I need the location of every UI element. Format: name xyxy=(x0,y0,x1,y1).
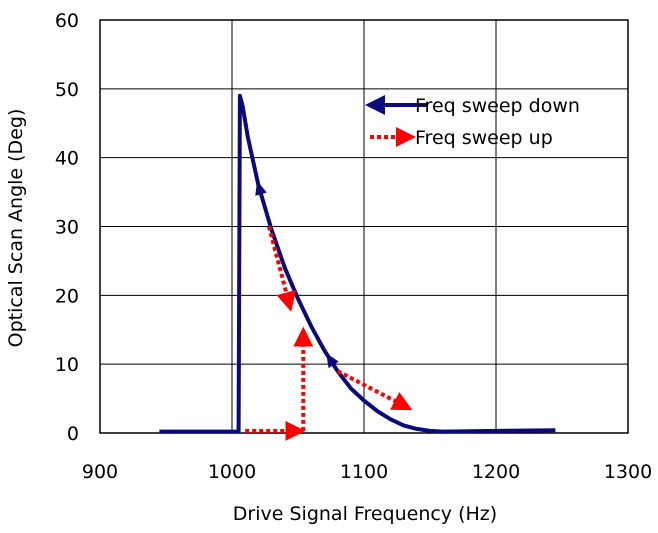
x-axis-label: Drive Signal Frequency (Hz) xyxy=(233,503,497,525)
x-tick-label: 1200 xyxy=(472,461,520,483)
y-tick-label: 0 xyxy=(67,423,79,445)
y-tick-label: 40 xyxy=(55,148,79,170)
y-tick-labels: 0 10 20 30 40 50 60 xyxy=(55,10,79,445)
plot-frame xyxy=(99,19,629,434)
x-tick-label: 1000 xyxy=(208,461,256,483)
x-tick-label: 1100 xyxy=(340,461,388,483)
sweep-down-direction-arrow xyxy=(255,180,267,196)
legend-label-sweep-up: Freq sweep up xyxy=(415,127,553,149)
legend: Freq sweep down Freq sweep up xyxy=(365,95,580,149)
series-segment-sweep-up xyxy=(267,225,296,312)
x-tick-label: 900 xyxy=(82,461,118,483)
y-tick-label: 20 xyxy=(55,285,79,307)
y-tick-label: 10 xyxy=(55,354,79,376)
x-tick-labels: 900 1000 1100 1200 1300 xyxy=(82,461,652,483)
y-tick-label: 50 xyxy=(55,79,79,101)
y-axis-label: Optical Scan Angle (Deg) xyxy=(5,109,27,348)
sweep-down-direction-arrow xyxy=(326,353,339,369)
grid xyxy=(99,19,629,434)
y-tick-label: 30 xyxy=(55,217,79,239)
series-segment-sweep-up xyxy=(336,369,413,411)
y-tick-label: 60 xyxy=(55,10,79,32)
x-tick-label: 1300 xyxy=(604,461,652,483)
legend-label-sweep-down: Freq sweep down xyxy=(415,95,580,117)
series-layer xyxy=(159,93,556,441)
